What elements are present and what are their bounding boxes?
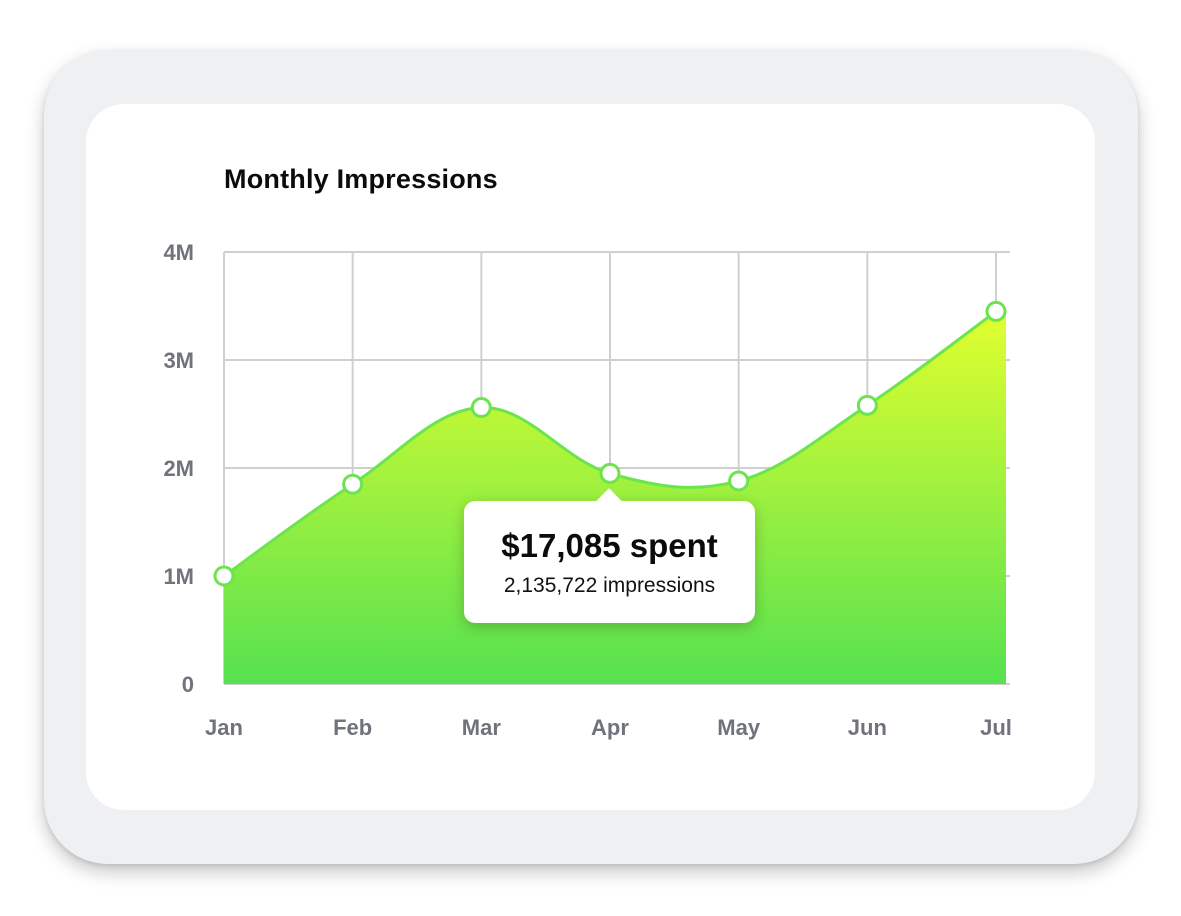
x-tick-label: Jun <box>848 715 887 740</box>
y-tick-label: 2M <box>163 456 194 481</box>
data-point-jul[interactable] <box>985 300 1007 322</box>
x-tick-label: Mar <box>462 715 502 740</box>
tooltip-spent: $17,085 spent <box>501 527 718 564</box>
data-point-mar[interactable] <box>470 397 492 419</box>
chart-title: Monthly Impressions <box>224 164 498 194</box>
data-tooltip: $17,085 spent 2,135,722 impressions <box>464 488 755 623</box>
x-tick-label: Apr <box>591 715 629 740</box>
x-tick-label: Jan <box>205 715 243 740</box>
y-tick-label: 1M <box>163 564 194 589</box>
data-point-jun[interactable] <box>856 394 878 416</box>
data-point-feb[interactable] <box>342 473 364 495</box>
y-tick-label: 0 <box>182 672 194 697</box>
data-point-may[interactable] <box>728 470 750 492</box>
y-tick-label: 3M <box>163 348 194 373</box>
x-tick-label: Feb <box>333 715 372 740</box>
tooltip-impressions: 2,135,722 impressions <box>503 574 716 597</box>
y-tick-label: 4M <box>163 240 194 265</box>
x-tick-label: May <box>717 715 761 740</box>
data-point-jan[interactable] <box>213 565 235 587</box>
data-point-apr[interactable] <box>599 462 621 484</box>
x-tick-label: Jul <box>980 715 1012 740</box>
